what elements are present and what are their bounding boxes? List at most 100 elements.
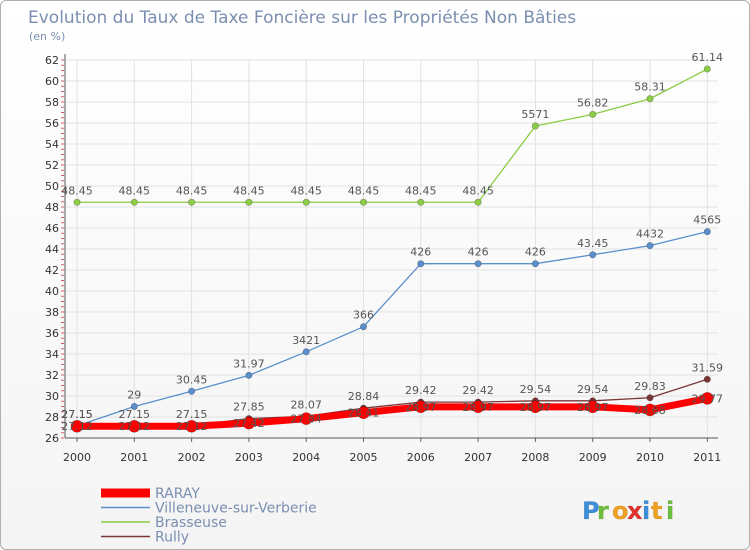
data-point bbox=[357, 406, 370, 419]
y-tick-label: 52 bbox=[45, 159, 59, 172]
y-tick-label: 40 bbox=[45, 285, 59, 298]
axes: 26 28 30 32 34 36 38 40 42 44 46 48 50 52 54 56 58 60 62 20… bbox=[45, 54, 721, 464]
series-rully bbox=[73, 375, 711, 430]
data-point bbox=[703, 65, 711, 73]
data-label: 366 bbox=[353, 309, 374, 322]
y-tick-label: 48 bbox=[45, 201, 59, 214]
data-point bbox=[130, 402, 138, 410]
data-label: 3421 bbox=[292, 334, 320, 347]
legend-label: Villeneuve-sur-Verberie bbox=[155, 501, 317, 517]
data-point bbox=[474, 260, 482, 268]
series-brasseuse bbox=[73, 65, 711, 206]
data-point bbox=[646, 394, 654, 402]
data-label: 27.12 bbox=[119, 420, 151, 433]
data-point bbox=[73, 198, 81, 206]
data-point bbox=[529, 400, 542, 414]
x-tick-label: 2009 bbox=[579, 451, 607, 464]
data-label: 4432 bbox=[636, 228, 664, 241]
y-tick-label: 30 bbox=[45, 390, 59, 403]
data-label: 426 bbox=[468, 246, 489, 259]
data-label: 29.54 bbox=[577, 383, 609, 396]
data-label: 27.12 bbox=[176, 420, 208, 433]
x-tick-label: 2011 bbox=[693, 451, 721, 464]
logo-letter: i bbox=[642, 497, 650, 525]
logo-letter: o bbox=[612, 497, 629, 525]
data-point bbox=[185, 419, 198, 433]
y-tick-label: 44 bbox=[45, 243, 59, 256]
y-tick-label: 56 bbox=[45, 117, 59, 130]
data-label: 28.68 bbox=[634, 404, 666, 417]
data-label: 31.59 bbox=[692, 361, 724, 374]
data-label: 27.15 bbox=[176, 408, 208, 421]
data-label: 29.42 bbox=[462, 384, 494, 397]
data-label: 4565 bbox=[693, 214, 721, 227]
data-label: 28.07 bbox=[290, 398, 322, 411]
data-point bbox=[646, 242, 654, 250]
data-point bbox=[130, 198, 138, 206]
data-point bbox=[70, 419, 84, 433]
data-label: 28.97 bbox=[520, 401, 552, 414]
data-point bbox=[589, 110, 597, 118]
data-label: 48.45 bbox=[233, 184, 265, 197]
data-label: 27.15 bbox=[61, 408, 93, 421]
data-labels: 27.12 27.12 27.12 27.42 27.84 28.41 28.97 28.97… bbox=[61, 51, 723, 433]
data-label: 48.45 bbox=[119, 184, 151, 197]
data-point bbox=[359, 198, 367, 206]
grid bbox=[65, 59, 718, 439]
data-label: 29 bbox=[127, 389, 141, 402]
logo-letter: x bbox=[627, 497, 643, 525]
series-line bbox=[76, 378, 708, 427]
data-label: 28.97 bbox=[462, 401, 494, 414]
data-point bbox=[242, 416, 256, 430]
data-label: 29.42 bbox=[405, 384, 437, 397]
data-label: 48.45 bbox=[348, 184, 380, 197]
data-point bbox=[589, 251, 597, 259]
data-label: 27.42 bbox=[233, 417, 265, 430]
data-label: 28.84 bbox=[348, 390, 380, 403]
data-label: 28.97 bbox=[577, 401, 609, 414]
data-label: 426 bbox=[525, 246, 546, 259]
series-raray bbox=[70, 392, 714, 433]
data-point bbox=[646, 95, 654, 103]
x-tick-label: 2008 bbox=[521, 451, 549, 464]
data-point bbox=[188, 198, 196, 206]
x-tick-label: 2003 bbox=[235, 451, 263, 464]
data-point bbox=[245, 198, 253, 206]
data-label: 29.83 bbox=[634, 380, 666, 393]
data-label: 27.12 bbox=[61, 420, 93, 433]
data-point bbox=[302, 348, 310, 356]
data-label: 58.31 bbox=[634, 81, 666, 94]
data-label: 29.77 bbox=[692, 392, 724, 405]
data-label: 31.97 bbox=[233, 357, 265, 370]
data-point bbox=[417, 260, 425, 268]
y-tick-label: 62 bbox=[45, 54, 59, 67]
data-label: 43.45 bbox=[577, 237, 609, 250]
data-point bbox=[302, 198, 310, 206]
data-label: 27.85 bbox=[233, 401, 265, 414]
x-tick-label: 2000 bbox=[63, 451, 91, 464]
data-point bbox=[359, 323, 367, 331]
data-point bbox=[586, 400, 600, 414]
y-tick-label: 42 bbox=[45, 264, 59, 277]
logo-letter: r bbox=[597, 497, 609, 525]
chart-title: Evolution du Taux de Taxe Foncière sur l… bbox=[28, 8, 576, 28]
x-tick-label: 2010 bbox=[636, 451, 664, 464]
y-tick-label: 36 bbox=[45, 327, 59, 340]
data-point bbox=[531, 260, 539, 268]
data-point bbox=[703, 228, 711, 236]
data-label: 48.45 bbox=[176, 184, 208, 197]
legend-label: Rully bbox=[155, 530, 189, 546]
x-tick-label: 2006 bbox=[407, 451, 435, 464]
data-label: 426 bbox=[410, 246, 431, 259]
x-tick-label: 2004 bbox=[292, 451, 320, 464]
data-point bbox=[700, 392, 714, 405]
data-label: 29.54 bbox=[520, 383, 552, 396]
series-line bbox=[76, 68, 708, 203]
y-tick-label: 46 bbox=[45, 222, 59, 235]
data-point bbox=[703, 375, 711, 383]
data-point bbox=[474, 198, 482, 206]
data-point bbox=[245, 371, 253, 379]
legend-label: Brasseuse bbox=[155, 515, 227, 531]
data-label: 27.15 bbox=[61, 408, 93, 421]
